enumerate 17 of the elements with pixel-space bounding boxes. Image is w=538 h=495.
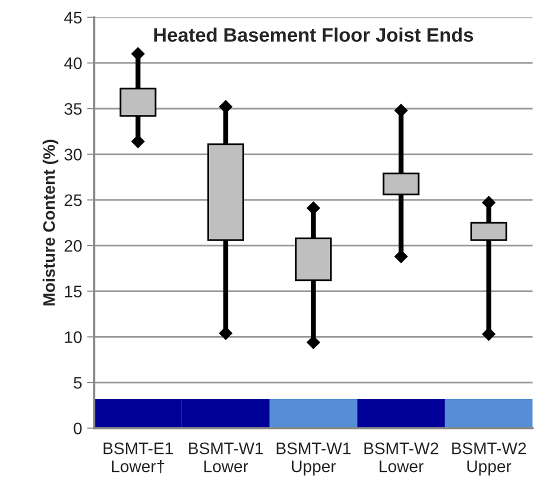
x-tick-label: BSMT-W1 Lower: [189, 442, 263, 472]
y-tick-label: 30: [64, 148, 82, 160]
x-tick-label: BSMT-W1 Upper: [276, 442, 351, 476]
y-tick-label: 45: [64, 12, 82, 24]
y-tick-label: 20: [64, 240, 82, 252]
y-tick-label: 5: [74, 377, 82, 389]
y-tick-label: 10: [65, 331, 82, 344]
y-tick-label: 35: [64, 103, 82, 115]
y-tick-label: 25: [64, 194, 82, 206]
y-axis-title: Moisture Content (%): [42, 140, 58, 306]
y-tick-label: 40: [64, 57, 82, 70]
x-tick-label: BSMT-W2 Upper: [452, 442, 526, 476]
x-tick-label: BSMT-E1 Lower†: [104, 442, 173, 474]
chart-title: Heated Basement Floor Joist Ends: [154, 28, 474, 42]
y-tick-label: 15: [65, 286, 82, 298]
y-tick-label: 0: [74, 422, 82, 434]
x-tick-label: BSMT-W2 Lower: [364, 442, 438, 472]
